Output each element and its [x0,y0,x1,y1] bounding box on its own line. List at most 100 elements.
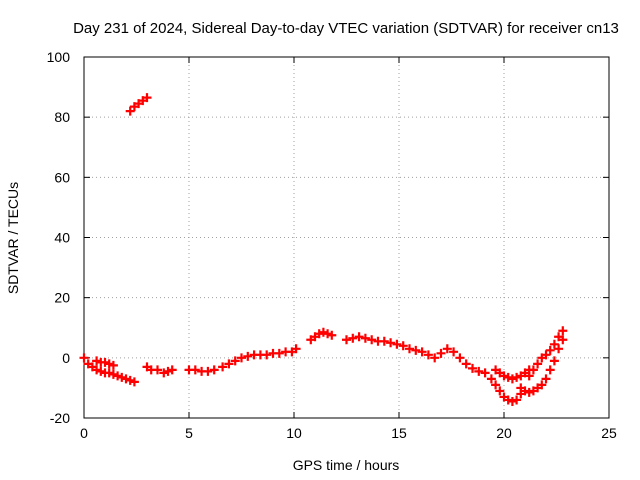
data-point [379,336,389,346]
y-tick-label: 60 [54,169,70,185]
series-arc-d [184,365,219,376]
data-point [92,365,102,375]
series-arc-i [491,365,534,384]
data-point [274,348,284,358]
data-point [524,387,534,397]
series-arc-c [142,362,177,378]
x-tick-label: 15 [391,425,407,441]
data-point [512,372,522,382]
data-point [491,380,501,390]
x-tick-label: 0 [80,425,88,441]
data-point [153,365,162,375]
series-arc-a [92,356,118,370]
series-main [79,353,139,387]
data-point [524,371,534,381]
data-point [449,347,459,357]
data-point [533,359,543,369]
y-tick-label: 20 [54,290,70,306]
data-point [113,371,123,381]
data-point [318,327,328,337]
data-point [541,350,551,360]
data-point [554,332,564,342]
data-point [503,395,513,405]
x-tick-label: 5 [185,425,193,441]
data-point [549,339,559,349]
data-point [386,338,396,348]
series-arc-h [486,374,526,406]
data-point [392,339,402,349]
data-point [125,106,135,116]
data-point [545,365,555,375]
data-point [125,375,135,385]
data-point [442,344,452,354]
data-point [96,366,106,376]
data-point [545,345,555,355]
x-tick-label: 25 [601,425,617,441]
data-point [468,363,477,373]
series-arc-e [218,344,301,372]
data-point [291,344,301,354]
x-axis-label: GPS time / hours [293,457,400,473]
y-tick-label: 0 [62,350,70,366]
data-point [503,372,513,382]
series-arc-f [306,327,337,345]
data-point [314,329,324,339]
x-tick-label: 10 [286,425,302,441]
axis-ticks [83,56,610,419]
data-point [436,348,446,358]
data-point [142,93,152,103]
series-arc-j [516,335,568,397]
data-point [411,345,421,355]
data-point [486,374,496,384]
data-point [512,395,522,405]
data-point [507,374,517,384]
data-point [430,353,440,363]
data-point [495,386,505,396]
data-point [190,365,200,375]
grid-lines [84,57,609,418]
data-point [499,371,509,381]
y-tick-labels: -20 0 20 40 60 80 100 [47,49,71,426]
data-point [104,368,114,378]
data-point [203,366,213,376]
data-point [159,368,169,378]
data-point [360,333,370,343]
data-point [461,359,471,369]
y-tick-label: 80 [54,109,70,125]
data-point [342,335,351,345]
data-point [230,356,240,366]
data-point [405,344,414,354]
data-point [209,365,219,375]
data-point [367,335,377,345]
data-point [167,365,177,375]
data-point [455,353,465,363]
data-point [108,360,118,370]
data-point [549,356,559,366]
data-point [224,359,234,369]
data-point [528,365,538,375]
series-arc-k [524,326,568,381]
data-points [79,93,568,406]
x-tick-label: 20 [496,425,512,441]
data-point [554,344,564,354]
data-point [243,351,253,361]
data-point [117,372,127,382]
series-arc-g [342,332,490,378]
data-point [558,326,568,336]
data-point [507,396,517,406]
y-axis-label: SDTVAR / TECUs [5,182,21,294]
data-point [79,353,89,363]
data-point [100,357,110,367]
data-point [474,366,484,376]
data-point [323,329,333,339]
data-point [354,332,364,342]
data-point [218,362,228,372]
data-point [104,359,114,369]
data-point [423,350,433,360]
data-point [237,353,246,363]
data-point [92,356,102,366]
data-point [129,377,139,387]
data-point [348,333,358,343]
data-point [163,366,173,376]
